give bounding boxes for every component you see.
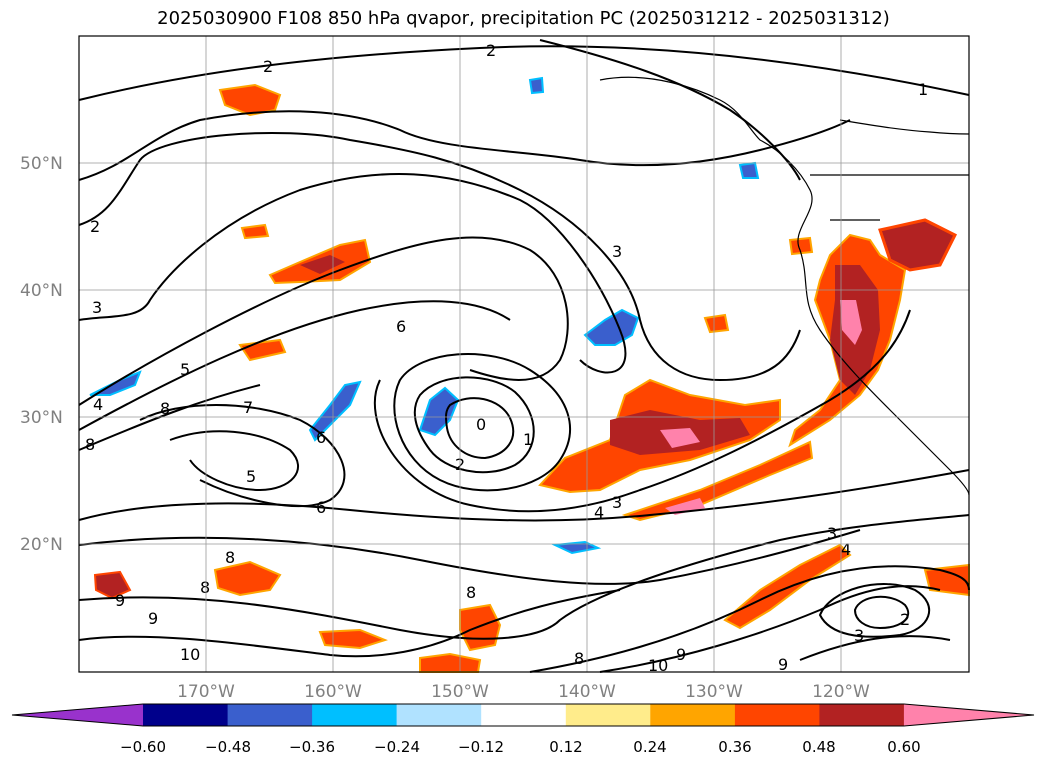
contour-label: 9 <box>778 655 788 674</box>
contour-label: 9 <box>115 591 125 610</box>
contour-label: 9 <box>148 609 158 628</box>
map-frame <box>78 35 970 673</box>
colorbar-tick-label: −0.60 <box>120 738 166 756</box>
colorbar-tick-labels: −0.60 −0.48 −0.36 −0.24 −0.12 0.12 0.24 … <box>120 738 921 756</box>
contour-label: 6 <box>316 498 326 517</box>
contour-label: 5 <box>180 360 190 379</box>
lon-label-140w: 140°W <box>558 682 616 702</box>
colorbar-tick-label: −0.12 <box>458 738 504 756</box>
contour-label: 8 <box>574 649 584 668</box>
coastline <box>599 76 970 496</box>
qvapor-contours <box>78 39 970 673</box>
gridlines <box>79 36 969 672</box>
contour-label: 2 <box>263 57 273 76</box>
colorbar-segment <box>565 704 651 726</box>
colorbar-segment <box>227 704 313 726</box>
contour-label: 3 <box>612 242 622 261</box>
contour-label: 4 <box>93 395 103 414</box>
contour-label: 3 <box>612 493 622 512</box>
colorbar <box>11 703 1035 727</box>
colorbar-segment <box>819 704 905 726</box>
lat-label-50n: 50°N <box>20 154 63 174</box>
lon-label-150w: 150°W <box>431 682 489 702</box>
contour-label: 10 <box>648 656 668 675</box>
contour-label: 2 <box>90 217 100 236</box>
contour-label: 9 <box>676 645 686 664</box>
lon-label-170w: 170°W <box>177 682 235 702</box>
colorbar-tick-label: 0.48 <box>802 738 835 756</box>
lon-label-130w: 130°W <box>685 682 743 702</box>
contour-label: 3 <box>92 298 102 317</box>
colorbar-extend-max <box>903 704 1034 726</box>
lat-label-20n: 20°N <box>20 535 63 555</box>
colorbar-segment <box>650 704 736 726</box>
colorbar-tick-label: 0.36 <box>718 738 751 756</box>
lat-label-40n: 40°N <box>20 281 63 301</box>
contour-label: 8 <box>200 578 210 597</box>
contour-label: 4 <box>594 503 604 522</box>
contour-label: 10 <box>180 645 200 664</box>
colorbar-tick-label: −0.36 <box>289 738 335 756</box>
contour-label: 6 <box>316 428 326 447</box>
colorbar-segment <box>312 704 398 726</box>
colorbar-segment <box>143 704 229 726</box>
contour-label: 2 <box>486 41 496 60</box>
contour-label: 4 <box>841 540 851 559</box>
colorbar-extend-min <box>12 704 143 726</box>
colorbar-tick-label: 0.12 <box>549 738 582 756</box>
colorbar-segment <box>396 704 482 726</box>
contour-label: 1 <box>523 430 533 449</box>
colorbar-tick-label: −0.24 <box>374 738 420 756</box>
contour-label: 8 <box>160 399 170 418</box>
contour-label: 3 <box>827 524 837 543</box>
lon-label-160w: 160°W <box>304 682 362 702</box>
colorbar-tick-label: 0.60 <box>887 738 920 756</box>
colorbar-segment <box>481 704 567 726</box>
contour-label: 3 <box>854 626 864 645</box>
contour-label: 8 <box>225 548 235 567</box>
contour-label: 5 <box>246 467 256 486</box>
contour-label: 2 <box>900 610 910 629</box>
colorbar-segment <box>734 704 820 726</box>
contour-label: 8 <box>85 435 95 454</box>
colorbar-outline <box>11 703 1035 727</box>
lon-label-120w: 120°W <box>812 682 870 702</box>
lat-label-30n: 30°N <box>20 408 63 428</box>
contour-label: 7 <box>243 398 253 417</box>
contour-label: 1 <box>918 80 928 99</box>
contour-label: 8 <box>466 583 476 602</box>
colorbar-tick-label: 0.24 <box>633 738 666 756</box>
colorbar-tick-label: −0.48 <box>205 738 251 756</box>
contour-label: 0 <box>476 415 486 434</box>
map-title: 2025030900 F108 850 hPa qvapor, precipit… <box>157 8 890 29</box>
contour-labels: 2 2 1 2 3 3 6 5 4 8 7 6 8 5 0 1 2 3 4 6 … <box>85 41 928 675</box>
contour-label: 6 <box>396 317 406 336</box>
